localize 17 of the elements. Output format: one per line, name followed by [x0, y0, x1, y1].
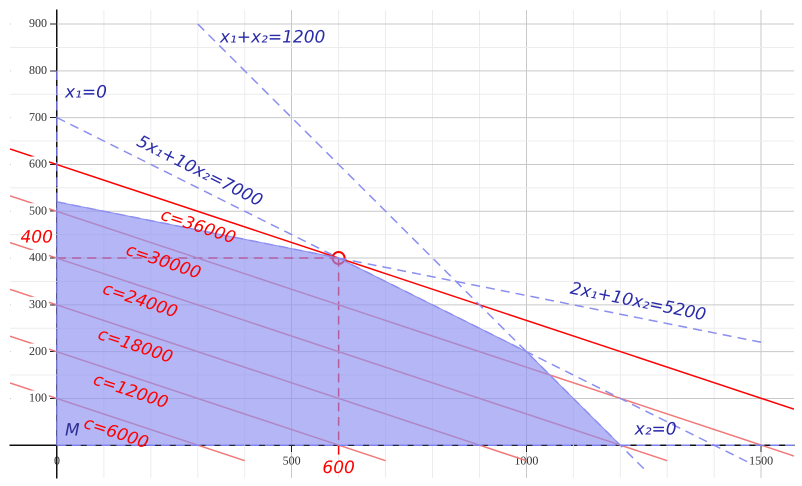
y-tick-label: 900	[28, 16, 47, 30]
y-tick-label: 400	[28, 250, 47, 264]
y-tick-label: 200	[28, 344, 47, 358]
annotation: x₂=0	[634, 420, 677, 440]
y-tick-label: 800	[28, 62, 47, 77]
annotation: x₁+x₂=1200	[218, 28, 326, 48]
y-tick-label: 100	[28, 390, 47, 405]
annotation: 600	[322, 458, 355, 478]
y-tick-label: 700	[28, 110, 47, 124]
x-tick-label: 500	[282, 454, 301, 468]
y-tick-label: 600	[28, 156, 47, 171]
y-tick-label: 300	[28, 296, 47, 311]
annotation: M	[64, 420, 80, 441]
x-tick-label: 1500	[749, 454, 774, 468]
y-tick-label: 500	[28, 203, 47, 218]
annotation: x₁=0	[64, 82, 107, 102]
annotation: c=6000	[81, 413, 151, 454]
